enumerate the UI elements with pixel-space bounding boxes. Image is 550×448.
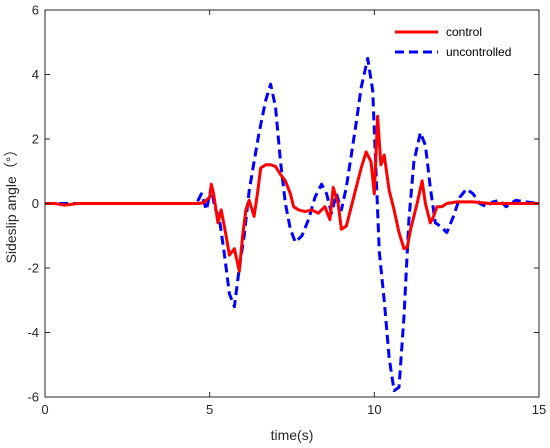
y-tick-label: -2 [27, 261, 39, 276]
series-line-control [45, 114, 539, 273]
legend: control uncontrolled [385, 18, 533, 66]
y-tick-label: 4 [32, 67, 39, 82]
y-axis-title: Sideslip angle（°） [3, 143, 19, 264]
series-layer [45, 56, 540, 393]
y-tick-label: 0 [32, 196, 39, 211]
tick-marks [44, 9, 540, 398]
x-tick-label: 0 [41, 402, 48, 417]
x-tick-label: 10 [367, 402, 381, 417]
y-tick-label: 2 [32, 132, 39, 147]
x-axis-title: time(s) [271, 427, 314, 443]
legend-label-control: control [446, 25, 482, 39]
legend-box [385, 18, 533, 66]
y-tick-label: -6 [27, 390, 39, 405]
y-tick-label: 6 [32, 3, 39, 18]
legend-label-uncontrolled: uncontrolled [446, 45, 511, 59]
y-tick-labels: -6 -4 -2 0 2 4 6 [27, 3, 39, 405]
y-tick-label: -4 [27, 325, 39, 340]
x-tick-label: 15 [532, 402, 546, 417]
x-tick-labels: 0 5 10 15 [41, 402, 546, 417]
x-tick-label: 5 [206, 402, 213, 417]
